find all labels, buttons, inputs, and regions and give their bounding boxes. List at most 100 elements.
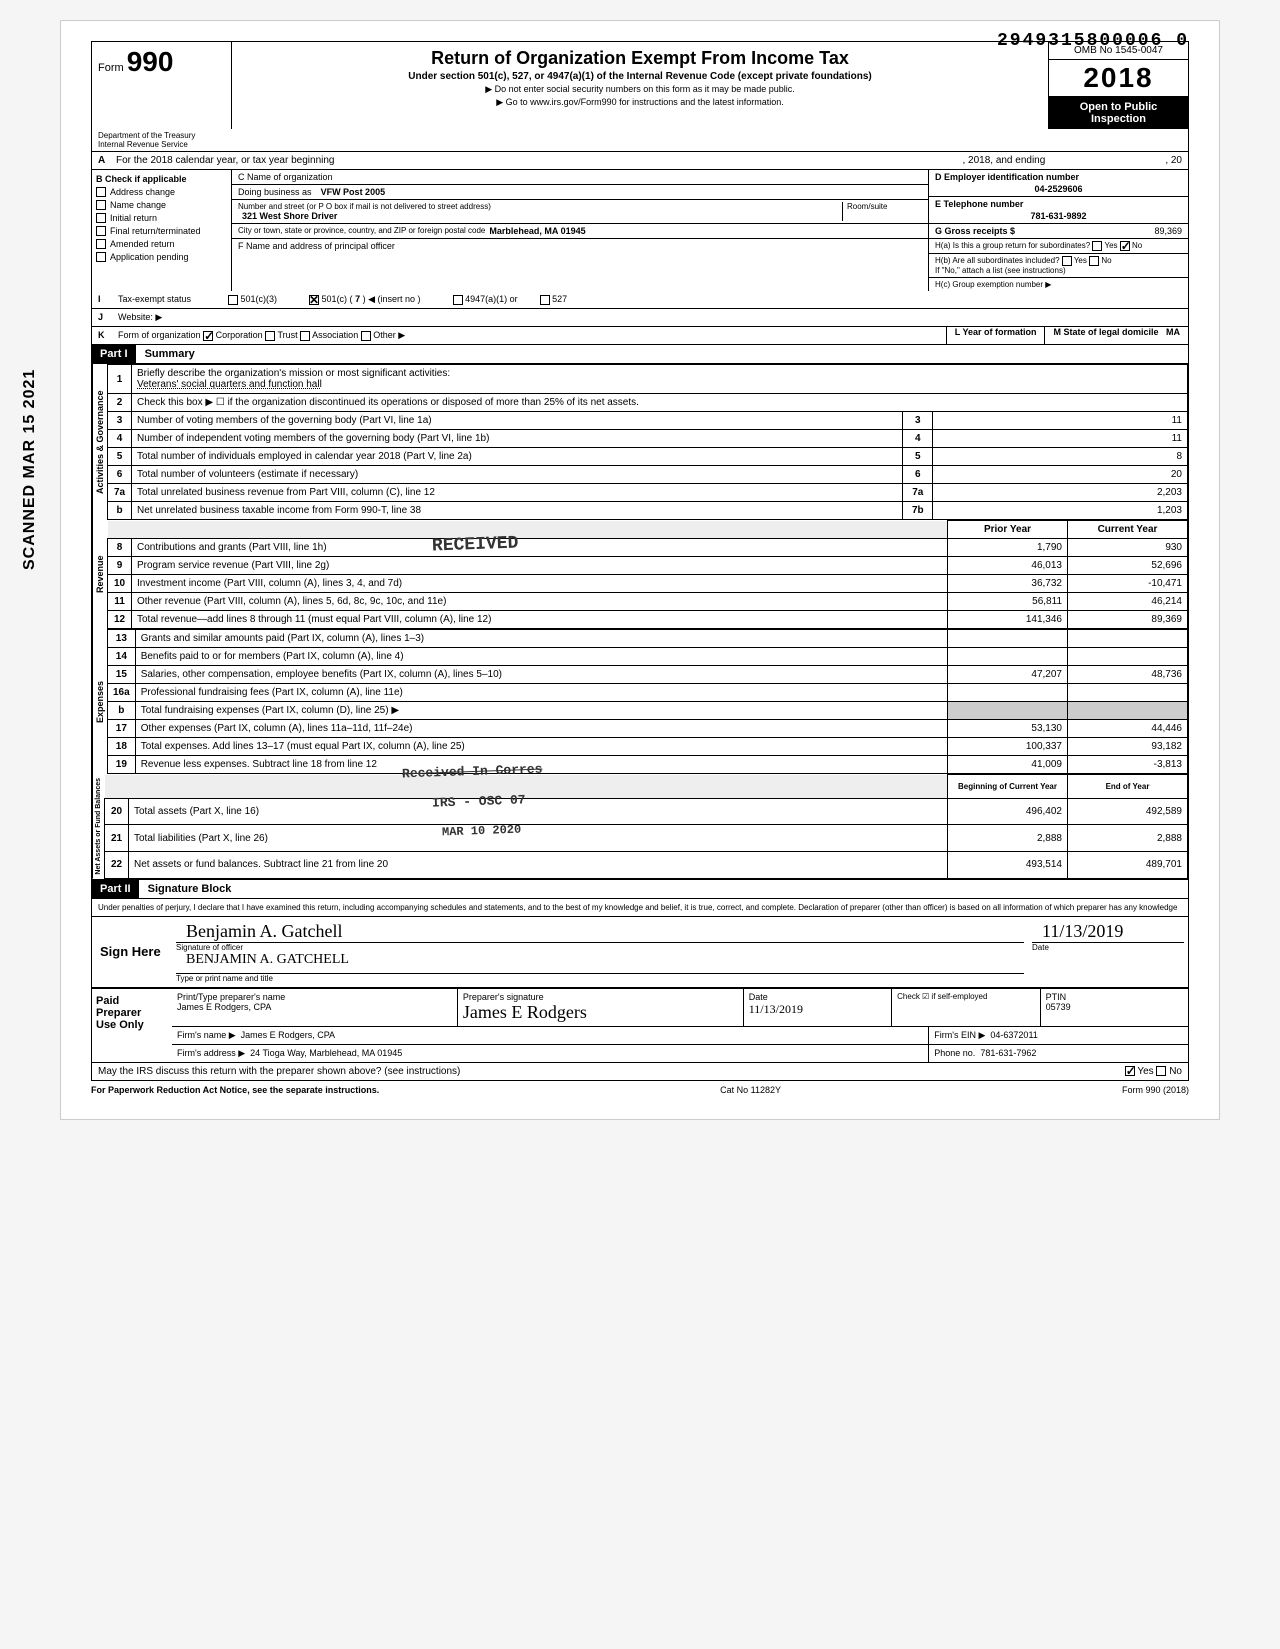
gross-value: 89,369: [1154, 226, 1182, 236]
row-a-text2: , 2018, and ending: [962, 155, 1045, 166]
l10: Investment income (Part VIII, column (A)…: [132, 575, 948, 593]
chk-trust[interactable]: [265, 331, 275, 341]
row-i: I Tax-exempt status 501(c)(3) 501(c) ( 7…: [91, 291, 1189, 309]
chk-address[interactable]: [96, 187, 106, 197]
row-a-text3: , 20: [1165, 155, 1182, 166]
l6-val: 20: [933, 466, 1188, 484]
chk-initial[interactable]: [96, 213, 106, 223]
chk-amended[interactable]: [96, 239, 106, 249]
chk-pending[interactable]: [96, 252, 106, 262]
l11: Other revenue (Part VIII, column (A), li…: [132, 593, 948, 611]
l2-desc: Check this box ▶ ☐ if the organization d…: [132, 394, 1188, 412]
ha-no[interactable]: [1120, 241, 1130, 251]
l17: Other expenses (Part IX, column (A), lin…: [135, 720, 947, 738]
form-label: Form: [98, 62, 124, 74]
netassets-label: Net Assets or Fund Balances: [92, 774, 104, 879]
prep-date[interactable]: 11/13/2019: [749, 1002, 886, 1017]
hb-no[interactable]: [1089, 256, 1099, 266]
form-number: 990: [127, 46, 174, 77]
instr-2: ▶ Go to www.irs.gov/Form990 for instruct…: [238, 97, 1042, 108]
discuss-text: May the IRS discuss this return with the…: [98, 1066, 460, 1077]
l5-desc: Total number of individuals employed in …: [132, 448, 903, 466]
l4-desc: Number of independent voting members of …: [132, 430, 903, 448]
current-year: Current Year: [1068, 521, 1188, 539]
firm-phone: 781-631-7962: [980, 1048, 1036, 1058]
prep-sig[interactable]: James E Rodgers: [463, 1002, 738, 1023]
chk-4947[interactable]: [453, 295, 463, 305]
row-k-text: Form of organization: [118, 330, 201, 340]
sign-date[interactable]: 11/13/2019: [1032, 921, 1184, 943]
year-form-label: L Year of formation: [955, 327, 1037, 337]
part1-hdr: Part I: [92, 345, 136, 363]
street-label: Number and street (or P O box if mail is…: [238, 202, 842, 211]
chk-name-lbl: Name change: [110, 200, 166, 210]
l20: Total assets (Part X, line 16): [129, 798, 948, 825]
discuss-no[interactable]: [1156, 1066, 1166, 1076]
row-a: A For the 2018 calendar year, or tax yea…: [91, 151, 1189, 170]
chk-527[interactable]: [540, 295, 550, 305]
officer-name[interactable]: BENJAMIN A. GATCHELL: [176, 952, 1024, 974]
firm-name: James E Rodgers, CPA: [241, 1030, 335, 1040]
expenses-label: Expenses: [92, 629, 107, 774]
row-a-text1: For the 2018 calendar year, or tax year …: [116, 155, 334, 166]
footer-mid: Cat No 11282Y: [720, 1085, 781, 1095]
prep-name: James E Rodgers, CPA: [177, 1002, 452, 1012]
row-i-text: Tax-exempt status: [112, 291, 222, 308]
part1-title: Summary: [139, 346, 201, 362]
begin-year: Beginning of Current Year: [948, 775, 1068, 799]
dln-number: 2949315800006 0: [997, 31, 1189, 51]
perjury-text: Under penalties of perjury, I declare th…: [92, 899, 1188, 917]
form-subtitle: Under section 501(c), 527, or 4947(a)(1)…: [238, 71, 1042, 82]
chk-corp[interactable]: [203, 331, 213, 341]
form-title: Return of Organization Exempt From Incom…: [238, 48, 1042, 69]
netassets-block: Net Assets or Fund Balances Beginning of…: [91, 774, 1189, 880]
activities-label: Activities & Governance: [92, 364, 107, 520]
part2-title: Signature Block: [142, 881, 238, 897]
dept-1: Department of the Treasury: [98, 131, 238, 140]
section-bh: B Check if applicable Address change Nam…: [91, 170, 1189, 291]
dept-row: Department of the Treasury Internal Reve…: [91, 129, 1189, 151]
form-header: Form 990 Return of Organization Exempt F…: [91, 41, 1189, 129]
phone-label: E Telephone number: [935, 199, 1182, 209]
sign-here-label: Sign Here: [92, 917, 172, 987]
col-b-label: B: [96, 174, 103, 184]
chk-501c[interactable]: [309, 295, 319, 305]
row-j: J Website: ▶: [91, 309, 1189, 327]
hb-label: H(b) Are all subordinates included?: [935, 256, 1060, 265]
revenue-block: Revenue Prior YearCurrent Year 8Contribu…: [91, 520, 1189, 629]
l21: Total liabilities (Part X, line 26): [129, 825, 948, 852]
col-b-hdr: Check if applicable: [105, 174, 187, 184]
discuss-yes[interactable]: [1125, 1066, 1135, 1076]
l1-val: Veterans' social quarters and function h…: [137, 379, 322, 390]
ptin: 05739: [1046, 1002, 1183, 1012]
col-b: B Check if applicable Address change Nam…: [92, 170, 232, 291]
l12: Total revenue—add lines 8 through 11 (mu…: [132, 611, 948, 629]
chk-other[interactable]: [361, 331, 371, 341]
expenses-block: Expenses 13Grants and similar amounts pa…: [91, 629, 1189, 774]
row-j-text: Website: ▶: [112, 309, 168, 326]
chk-initial-lbl: Initial return: [110, 213, 157, 223]
signature-block: Under penalties of perjury, I declare th…: [91, 899, 1189, 1063]
ha-yes[interactable]: [1092, 241, 1102, 251]
chk-assoc[interactable]: [300, 331, 310, 341]
l7b-val: 1,203: [933, 502, 1188, 520]
chk-final-lbl: Final return/terminated: [110, 226, 201, 236]
chk-pending-lbl: Application pending: [110, 252, 189, 262]
officer-signature[interactable]: Benjamin A. Gatchell: [176, 921, 1024, 943]
footer: For Paperwork Reduction Act Notice, see …: [91, 1081, 1189, 1099]
state-value: MA: [1166, 327, 1180, 337]
l13: Grants and similar amounts paid (Part IX…: [135, 630, 947, 648]
street-value: 321 West Shore Driver: [242, 211, 842, 221]
form-page: 2949315800006 0 SCANNED MAR 15 2021 Form…: [60, 20, 1220, 1120]
firm-addr: 24 Tioga Way, Marblehead, MA 01945: [250, 1048, 402, 1058]
hb-yes[interactable]: [1062, 256, 1072, 266]
end-year: End of Year: [1068, 775, 1188, 799]
firm-ein: 04-6372011: [990, 1030, 1037, 1040]
l16b: Total fundraising expenses (Part IX, col…: [135, 702, 947, 720]
chk-501c3[interactable]: [228, 295, 238, 305]
chk-final[interactable]: [96, 226, 106, 236]
row-k-label: K: [92, 327, 112, 344]
footer-right: Form 990 (2018): [1122, 1085, 1189, 1095]
sig-label: Signature of officer: [176, 943, 1024, 952]
chk-name-change[interactable]: [96, 200, 106, 210]
